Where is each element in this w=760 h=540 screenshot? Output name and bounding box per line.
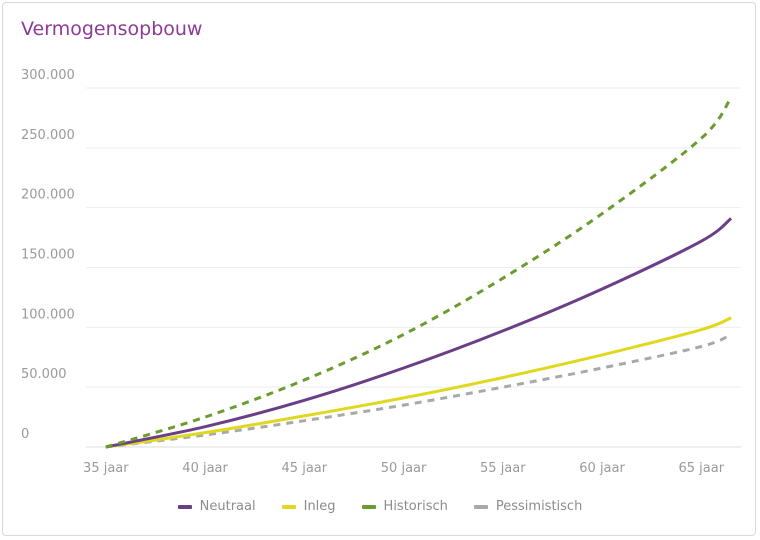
x-tick-label: 35 jaar: [83, 461, 129, 476]
x-tick-label: 65 jaar: [679, 461, 725, 476]
y-tick-label: 100.000: [21, 307, 75, 322]
series-line-historisch: [105, 96, 733, 449]
legend-swatch: [361, 504, 376, 509]
y-tick-label: 150.000: [21, 248, 75, 263]
y-tick-label: 300.000: [21, 68, 75, 83]
legend-label: Pessimistisch: [495, 499, 583, 514]
y-tick-label: 200.000: [21, 188, 75, 203]
x-tick-label: 50 jaar: [381, 461, 427, 476]
x-axis: 35 jaar 40 jaar 45 jaar 50 jaar 55 jaar 60 ja…: [83, 461, 725, 476]
x-tick-label: 40 jaar: [182, 461, 228, 476]
chart-title: Vermogensopbouw: [21, 18, 203, 40]
series-line-inleg: [105, 316, 732, 449]
legend-item-neutraal[interactable]: Neutraal: [177, 499, 256, 514]
legend-label: Neutraal: [199, 499, 256, 514]
series-line-neutraal: [105, 217, 733, 449]
series-lines: [105, 96, 733, 449]
legend-label: Historisch: [383, 499, 448, 514]
series-line-pessimistisch: [105, 333, 732, 449]
y-tick-label: 50.000: [21, 367, 67, 382]
legend-item-historisch[interactable]: Historisch: [361, 499, 448, 514]
legend-label: Inleg: [303, 499, 336, 514]
x-tick-label: 55 jaar: [480, 461, 526, 476]
gridlines: [86, 87, 741, 448]
chart-legend: Neutraal Inleg Historisch Pessimistisch: [0, 499, 760, 514]
y-tick-label: 250.000: [21, 128, 75, 143]
legend-item-inleg[interactable]: Inleg: [281, 499, 336, 514]
legend-swatch: [473, 504, 488, 509]
legend-swatch: [177, 504, 192, 509]
x-tick-label: 45 jaar: [282, 461, 328, 476]
y-tick-label: 0: [21, 427, 29, 442]
x-tick-label: 60 jaar: [579, 461, 625, 476]
legend-item-pessimistisch[interactable]: Pessimistisch: [473, 499, 583, 514]
y-axis: 0 50.000 100.000 150.000 200.000 250.000 300.0…: [21, 68, 75, 442]
legend-swatch: [281, 504, 296, 509]
